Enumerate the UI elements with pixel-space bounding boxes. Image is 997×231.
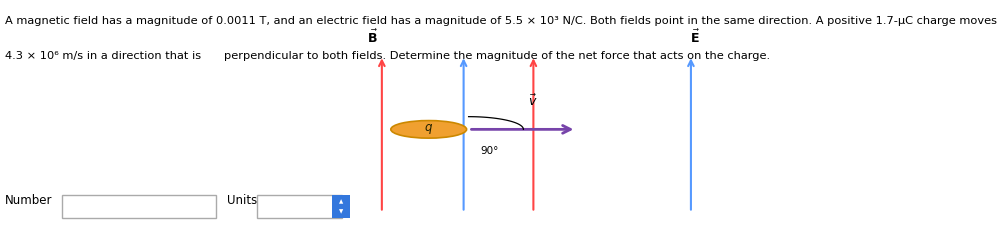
Text: 90°: 90° xyxy=(481,146,498,155)
FancyBboxPatch shape xyxy=(62,195,216,218)
Text: $\vec{v}$: $\vec{v}$ xyxy=(527,93,537,109)
Text: $q$: $q$ xyxy=(424,122,434,136)
Text: perpendicular to both fields. Determine the magnitude of the net force that acts: perpendicular to both fields. Determine … xyxy=(224,51,771,61)
Text: Number: Number xyxy=(5,195,53,207)
Text: $\vec{\mathbf{B}}$: $\vec{\mathbf{B}}$ xyxy=(368,29,378,46)
FancyBboxPatch shape xyxy=(332,195,350,218)
Text: $\vec{\mathbf{E}}$: $\vec{\mathbf{E}}$ xyxy=(690,29,700,46)
Text: Units: Units xyxy=(227,195,257,207)
Text: ▲: ▲ xyxy=(339,199,343,204)
Circle shape xyxy=(391,121,467,138)
FancyBboxPatch shape xyxy=(257,195,342,218)
Text: ▼: ▼ xyxy=(339,209,343,214)
Text: A magnetic field has a magnitude of 0.0011 T, and an electric field has a magnit: A magnetic field has a magnitude of 0.00… xyxy=(5,16,997,26)
Text: 4.3 × 10⁶ m/s in a direction that is: 4.3 × 10⁶ m/s in a direction that is xyxy=(5,51,204,61)
